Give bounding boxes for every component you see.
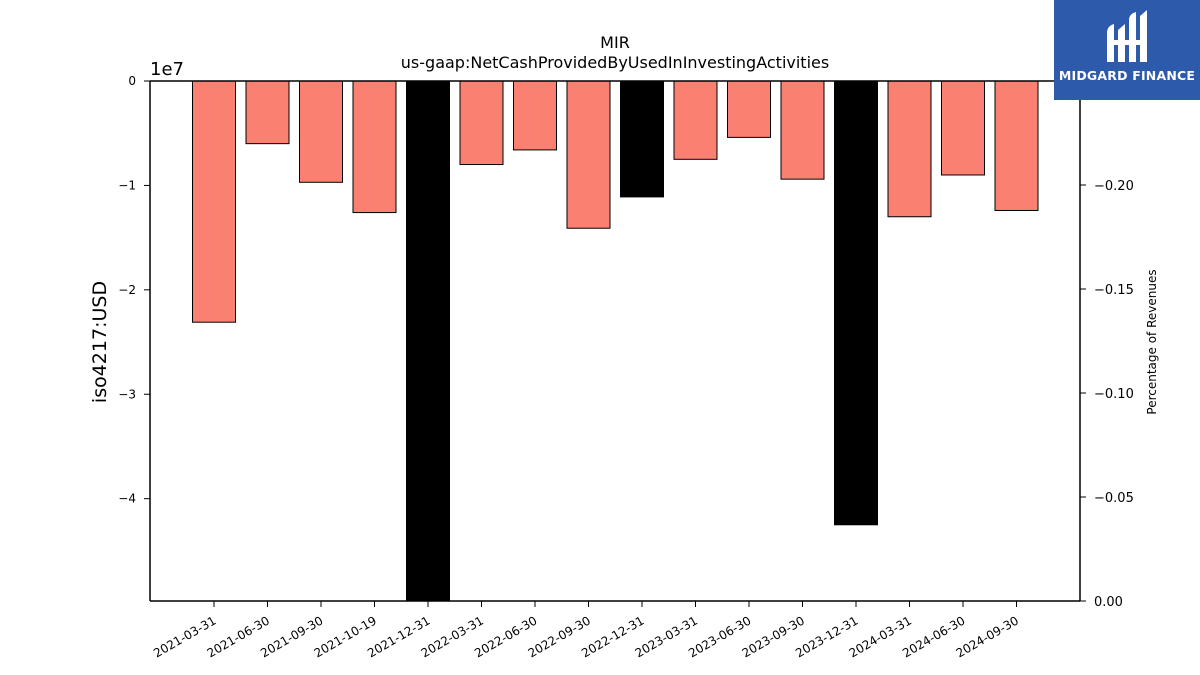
bar (513, 80, 557, 151)
bar (459, 80, 504, 166)
bar (566, 80, 611, 229)
y2-tick-label: −0.05 (1094, 491, 1134, 506)
bar (727, 80, 771, 138)
y2-axis-label: Percentage of Revenues (1145, 269, 1159, 414)
y-tick-label: −4 (118, 492, 136, 506)
bar (192, 80, 236, 323)
y-tick-label: −2 (118, 283, 136, 297)
bar (352, 80, 397, 214)
bar (941, 80, 985, 176)
bar (887, 80, 932, 218)
y2-tick-label: −0.15 (1094, 283, 1134, 298)
bar (406, 80, 450, 602)
y-tick-label: −1 (118, 178, 136, 192)
bar (834, 80, 878, 526)
logo-text: MIDGARD FINANCE (1058, 68, 1196, 83)
y-tick-label: 0 (128, 74, 136, 88)
bar (780, 80, 825, 180)
chart-subtitle: us-gaap:NetCashProvidedByUsedInInvesting… (401, 53, 829, 72)
y2-tick-label: −0.10 (1094, 387, 1134, 402)
y-tick-label: −3 (118, 387, 136, 401)
y-axis-label: iso4217:USD (89, 281, 111, 403)
bar (299, 80, 343, 183)
y2-tick-label: −0.20 (1094, 179, 1134, 194)
bar (620, 80, 664, 198)
bar (994, 80, 1039, 211)
y2-tick-label: 0.00 (1094, 595, 1123, 610)
bar (245, 80, 290, 145)
brand-logo: MIDGARD FINANCE (1054, 0, 1200, 100)
plot-area: 0−1−2−3−4−0.20−0.15−0.10−0.050.002021-03… (118, 74, 1134, 660)
chart-title: MIR (600, 33, 630, 52)
logo-mark-icon (1107, 10, 1147, 62)
offset-label: 1e7 (150, 59, 184, 80)
bar (673, 80, 718, 160)
